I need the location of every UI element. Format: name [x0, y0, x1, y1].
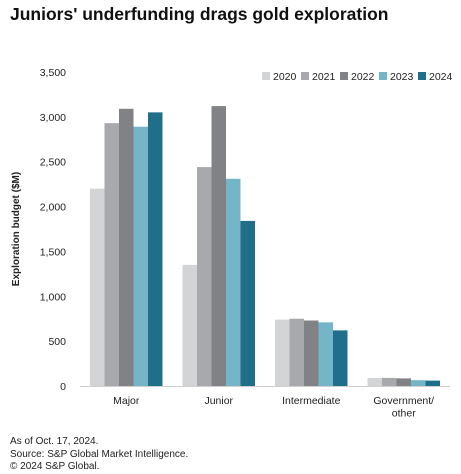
- legend-swatch: [418, 72, 426, 80]
- bar: [304, 320, 319, 386]
- y-tick-label: 3,500: [40, 67, 66, 79]
- x-tick-label: Government/other: [373, 395, 434, 420]
- x-tick-label: Intermediate: [282, 395, 341, 407]
- legend-label: 2022: [351, 71, 375, 83]
- chart-footer: As of Oct. 17, 2024. Source: S&P Global …: [10, 436, 188, 474]
- bar: [367, 377, 382, 386]
- legend-label: 2021: [312, 71, 336, 83]
- bar: [197, 167, 212, 386]
- bar: [289, 318, 304, 386]
- bar: [396, 378, 411, 386]
- bar: [411, 380, 426, 386]
- bar: [226, 178, 241, 386]
- bar-chart: Exploration budget ($M) 0 500 1,000 1,500 2,…: [11, 67, 453, 420]
- chart-title: Juniors' underfunding drags gold explora…: [10, 4, 389, 24]
- x-tick-label: Major: [113, 395, 140, 407]
- legend-label: 2020: [273, 71, 297, 83]
- date-note: As of Oct. 17, 2024.: [10, 436, 99, 447]
- bar: [133, 126, 148, 387]
- bar: [333, 330, 348, 386]
- bar: [90, 188, 105, 386]
- bar: [148, 112, 163, 386]
- y-tick-label: 500: [48, 336, 66, 348]
- legend-swatch: [262, 72, 270, 80]
- legend-swatch: [379, 72, 387, 80]
- bar: [119, 108, 134, 386]
- y-tick-label: 0: [60, 381, 66, 393]
- bar: [182, 264, 197, 386]
- source-note: Source: S&P Global Market Intelligence.: [10, 448, 189, 460]
- legend-swatch: [340, 72, 348, 80]
- y-tick-label: 2,000: [40, 202, 66, 214]
- copyright-note: © 2024 S&P Global.: [10, 461, 100, 472]
- bar: [240, 220, 255, 386]
- bar: [425, 380, 440, 386]
- bar: [382, 377, 397, 386]
- y-tick-label: 1,500: [40, 246, 66, 258]
- y-axis-label: Exploration budget ($M): [11, 172, 22, 286]
- bar: [211, 106, 226, 386]
- bar: [104, 123, 119, 386]
- y-tick-label: 1,000: [40, 291, 66, 303]
- legend-label: 2023: [390, 71, 414, 83]
- legend-label: 2024: [429, 71, 453, 83]
- legend-swatch: [301, 72, 309, 80]
- y-tick-label: 2,500: [40, 157, 66, 169]
- bar: [275, 319, 290, 386]
- bar: [318, 322, 333, 386]
- x-tick-label: Junior: [204, 395, 233, 407]
- y-tick-label: 3,000: [40, 112, 66, 124]
